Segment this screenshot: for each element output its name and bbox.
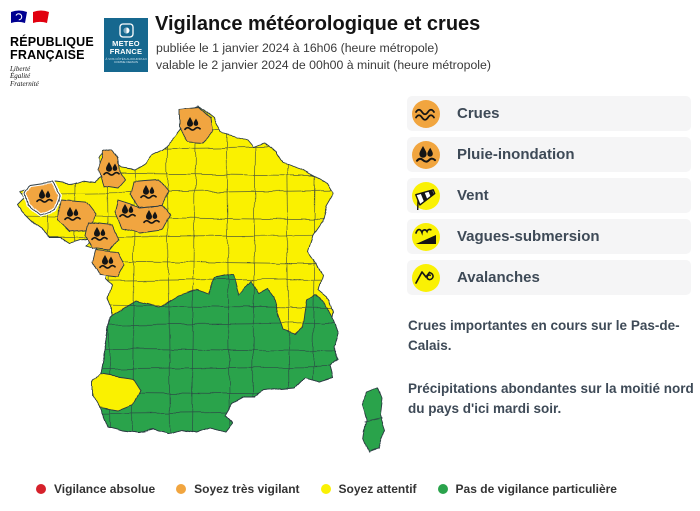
france-map-shape bbox=[17, 105, 386, 453]
page-title: Vigilance météorologique et crues bbox=[155, 13, 481, 35]
waves-icon bbox=[412, 99, 440, 128]
yellow-level-dot-icon bbox=[320, 484, 331, 494]
bulletin-precipitations: Précipitations abondantes sur la moitié … bbox=[408, 380, 694, 416]
map-orange-departments bbox=[57, 106, 214, 279]
wave-submersion-icon bbox=[412, 222, 440, 251]
hazard-row-crues: Crues bbox=[407, 96, 691, 131]
windsock-icon bbox=[412, 181, 440, 210]
level-item-green: Pas de vigilance particulière bbox=[437, 482, 617, 496]
hazard-label: Vagues-submersion bbox=[457, 228, 600, 245]
hazard-legend: Crues Pluie-inondation bbox=[407, 96, 691, 301]
hazard-row-vent: Vent bbox=[407, 178, 691, 213]
hazard-label: Pluie-inondation bbox=[457, 146, 575, 163]
rain-flood-icon bbox=[412, 140, 440, 169]
level-legend: Vigilance absolue Soyez très vigilant So… bbox=[36, 482, 617, 496]
valid-line: valable le 2 janvier 2024 de 00h00 à min… bbox=[156, 57, 491, 72]
bulletin-dates: publiée le 1 janvier 2024 à 16h06 (heure… bbox=[156, 40, 491, 74]
vigilance-map[interactable] bbox=[6, 88, 406, 478]
level-item-yellow: Soyez attentif bbox=[320, 482, 417, 496]
red-level-dot-icon bbox=[36, 484, 46, 494]
bulletin-texts: Crues importantes en cours sur le Pas-de… bbox=[408, 316, 700, 441]
gov-logo: RÉPUBLIQUE FRANÇAISE Liberté Égalité Fra… bbox=[10, 10, 100, 89]
avalanche-icon bbox=[412, 263, 440, 292]
gov-name: RÉPUBLIQUE FRANÇAISE bbox=[10, 35, 94, 62]
map-region-green-south bbox=[94, 273, 339, 435]
meteo-france-symbol-icon bbox=[118, 23, 134, 38]
hazard-row-vagues-submersion: Vagues-submersion bbox=[407, 219, 691, 254]
published-line: publiée le 1 janvier 2024 à 16h06 (heure… bbox=[156, 41, 439, 55]
gov-motto: Liberté Égalité Fraternité bbox=[10, 64, 39, 89]
meteo-france-name: METEO FRANCE bbox=[109, 39, 143, 56]
level-item-red: Vigilance absolue bbox=[36, 482, 155, 496]
hazard-label: Crues bbox=[457, 105, 500, 122]
hazard-row-pluie-inondation: Pluie-inondation bbox=[407, 137, 691, 172]
hazard-label: Vent bbox=[457, 187, 489, 204]
bulletin-crues: Crues importantes en cours sur le Pas-de… bbox=[408, 318, 680, 354]
hazard-row-avalanches: Avalanches bbox=[407, 260, 691, 295]
french-flag-icon bbox=[11, 10, 49, 23]
hazard-label: Avalanches bbox=[457, 269, 540, 286]
meteo-france-tagline: À VOS CÔTÉS AUJOURD'HUI COMME DEMAIN bbox=[105, 56, 147, 65]
level-item-orange: Soyez très vigilant bbox=[176, 482, 300, 496]
meteo-france-logo: METEO FRANCE À VOS CÔTÉS AUJOURD'HUI COM… bbox=[104, 18, 148, 72]
map-region-yellow-southwest bbox=[92, 373, 141, 411]
green-level-dot-icon bbox=[437, 484, 448, 494]
orange-level-dot-icon bbox=[176, 484, 187, 494]
